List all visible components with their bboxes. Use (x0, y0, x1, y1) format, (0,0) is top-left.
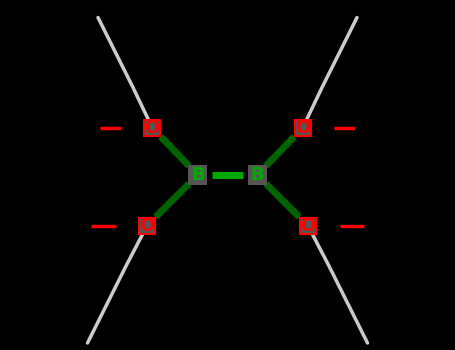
FancyBboxPatch shape (144, 120, 161, 136)
FancyBboxPatch shape (248, 166, 267, 185)
Text: B: B (250, 166, 264, 184)
Text: O: O (300, 217, 316, 235)
Text: O: O (139, 217, 155, 235)
Text: O: O (145, 119, 160, 137)
Text: B: B (191, 166, 205, 184)
FancyBboxPatch shape (139, 218, 155, 234)
FancyBboxPatch shape (294, 120, 311, 136)
Text: O: O (295, 119, 310, 137)
FancyBboxPatch shape (300, 218, 316, 234)
FancyBboxPatch shape (188, 166, 207, 185)
